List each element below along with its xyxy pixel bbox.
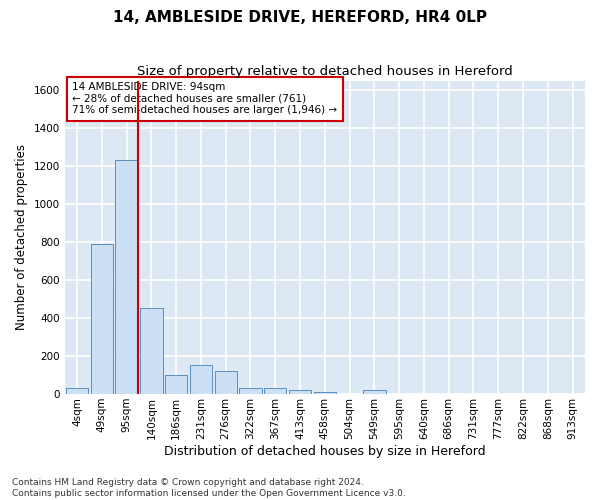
- Title: Size of property relative to detached houses in Hereford: Size of property relative to detached ho…: [137, 65, 513, 78]
- Bar: [91, 244, 113, 394]
- Bar: [190, 364, 212, 394]
- X-axis label: Distribution of detached houses by size in Hereford: Distribution of detached houses by size …: [164, 444, 485, 458]
- Text: 14 AMBLESIDE DRIVE: 94sqm
← 28% of detached houses are smaller (761)
71% of semi: 14 AMBLESIDE DRIVE: 94sqm ← 28% of detac…: [73, 82, 338, 116]
- Bar: [215, 371, 237, 394]
- Bar: [165, 375, 187, 394]
- Text: Contains HM Land Registry data © Crown copyright and database right 2024.
Contai: Contains HM Land Registry data © Crown c…: [12, 478, 406, 498]
- Bar: [264, 388, 286, 394]
- Y-axis label: Number of detached properties: Number of detached properties: [15, 144, 28, 330]
- Bar: [363, 390, 386, 394]
- Bar: [289, 390, 311, 394]
- Bar: [239, 388, 262, 394]
- Bar: [140, 308, 163, 394]
- Bar: [115, 160, 138, 394]
- Bar: [314, 392, 336, 394]
- Text: 14, AMBLESIDE DRIVE, HEREFORD, HR4 0LP: 14, AMBLESIDE DRIVE, HEREFORD, HR4 0LP: [113, 10, 487, 25]
- Bar: [66, 388, 88, 394]
